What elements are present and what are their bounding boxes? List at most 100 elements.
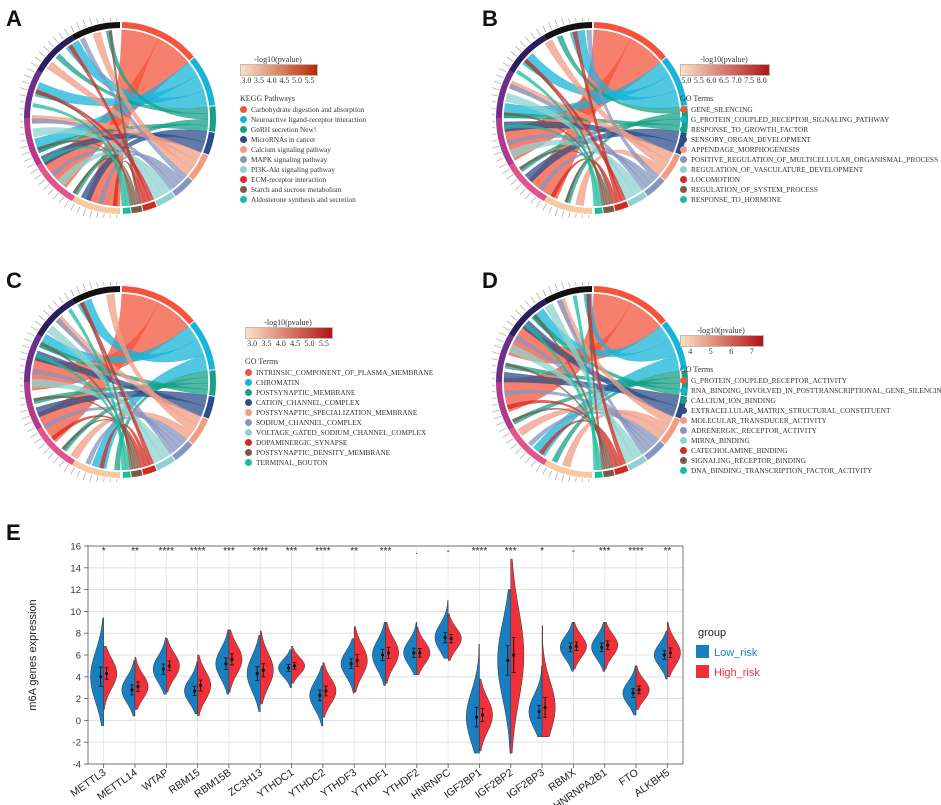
- legend-item: Starch and sucrose metabolism: [240, 184, 470, 194]
- gene-label-tick: [96, 476, 99, 482]
- gene-label-tick: [21, 344, 30, 349]
- gene-label-tick: [103, 213, 105, 218]
- legend-item-label: SIGNALING_RECEPTOR_BINDING: [691, 455, 806, 465]
- chord-gene-arc: [496, 118, 515, 166]
- chord-gene-arc: [24, 70, 43, 118]
- gene-label-tick: [492, 403, 498, 406]
- gene-label-tick: [515, 310, 522, 316]
- significance-label: ****: [472, 546, 488, 557]
- gene-label-tick: [568, 476, 571, 482]
- y-tick-label: 14: [70, 563, 81, 574]
- chord-term-arc: [644, 176, 665, 197]
- legend-item: RESPONSE_TO_HORMONE: [680, 194, 940, 204]
- gene-label-tick: [58, 460, 64, 468]
- chord-gene-arc: [72, 22, 120, 41]
- significance-label: ***: [286, 546, 298, 557]
- legend-dot-icon: [245, 368, 252, 376]
- chord-term-arc: [614, 201, 629, 212]
- median-point-high-risk: [480, 713, 485, 717]
- legend-item: LOCOMOTION: [680, 174, 940, 184]
- gene-label-tick: [20, 133, 25, 135]
- gene-label-tick: [82, 208, 87, 217]
- colorbar-tick-label: 4.0: [275, 339, 286, 348]
- legend-item-label: MAPK signaling pathway: [251, 154, 328, 164]
- legend-panel-d: -log10(pvalue) 4 5 6 7 GO Terms G_PROTEIN_C…: [680, 326, 941, 475]
- legend-dot-icon: [680, 195, 687, 203]
- median-point-high-risk: [292, 664, 297, 668]
- chord-term-arc: [155, 191, 175, 207]
- gene-label-tick: [530, 32, 536, 40]
- gene-label-tick: [76, 470, 81, 478]
- gene-label-tick: [561, 210, 565, 218]
- median-point-high-risk: [637, 688, 641, 692]
- violin-low-risk: [372, 622, 386, 686]
- colorbar-tick-label: 6.5: [719, 76, 729, 85]
- legend-dot-icon: [240, 185, 247, 193]
- gene-label-tick: [43, 184, 50, 190]
- legend-item-label: CATECHOLAMINE_BINDING: [691, 445, 788, 455]
- gene-label-tick: [506, 320, 514, 326]
- violin-low-risk: [528, 665, 543, 737]
- gene-label-tick: [109, 18, 111, 22]
- colorbar-tick-label: 7.0: [731, 76, 742, 85]
- significance-label: ***: [505, 546, 517, 557]
- colorbar-tick-label: 3.5: [261, 339, 272, 348]
- legend-item: CALCIUM_ION_BINDING: [680, 395, 940, 405]
- median-point-high-risk: [105, 671, 109, 676]
- gene-label-tick: [520, 305, 526, 312]
- legend-item-label: REGULATION_OF_VASCULATURE_DEVELOPMENT: [691, 164, 864, 174]
- gene-label-tick: [510, 51, 518, 57]
- legend-item: SENSORY_ORGAN_DEVELOPMENT: [680, 134, 940, 144]
- legend-dot-icon: [680, 185, 687, 193]
- legend-item: INTRINSIC_COMPONENT_OF_PLASMA_MEMBRANE: [245, 367, 475, 377]
- violin-low-risk: [215, 629, 230, 695]
- median-point-high-risk: [136, 685, 140, 689]
- legend-item: CATION_CHANNEL_COMPLEX: [245, 397, 475, 407]
- median-point-low-risk: [99, 675, 103, 679]
- gene-label-tick: [568, 282, 571, 288]
- significance-label: ***: [599, 546, 611, 557]
- chord-gene-arc: [72, 459, 120, 478]
- legend-dot-icon: [680, 175, 687, 183]
- gene-label-tick: [536, 200, 542, 208]
- gene-label-tick: [48, 41, 54, 48]
- violin-low-risk: [309, 665, 324, 727]
- gene-label-tick: [20, 101, 25, 103]
- violin-high-risk: [228, 629, 243, 693]
- legend-item-label: RESPONSE_TO_GROWTH_FACTOR: [691, 124, 809, 134]
- y-tick-label: 6: [76, 651, 81, 662]
- legend-item: SODIUM_CHANNEL_COMPLEX: [245, 417, 475, 427]
- gene-label-tick: [20, 94, 26, 97]
- gene-label-tick: [20, 139, 26, 142]
- colorbar: [680, 64, 770, 76]
- gene-label-tick: [20, 409, 28, 413]
- legend-item-label: MIRNA_BINDING: [691, 435, 750, 445]
- chord-term-arc: [155, 455, 175, 471]
- median-point-high-risk: [606, 643, 610, 647]
- legend-item-label: RNA_BINDING_INVOLVED_IN_POSTTRANSCRIPTIO…: [691, 385, 941, 395]
- violin-high-risk: [573, 622, 587, 670]
- chord-gene-arc: [36, 298, 75, 337]
- gene-label-tick: [70, 25, 75, 33]
- legend-item: GENE_SILENCING: [680, 104, 940, 114]
- legend-item: DOPAMINERGIC_SYNAPSE: [245, 437, 475, 447]
- legend-item: CATECHOLAMINE_BINDING: [680, 445, 940, 455]
- gene-label-tick: [30, 168, 38, 174]
- legend-dot-icon: [680, 125, 687, 133]
- violin-high-risk: [103, 646, 118, 710]
- chord-gene-arc: [496, 70, 515, 118]
- colorbar-tick-label: 5.5: [304, 76, 315, 85]
- gene-label-tick: [561, 474, 565, 482]
- gene-label-tick: [520, 41, 526, 48]
- legend-dot-icon: [245, 438, 252, 446]
- violin-low-risk: [152, 637, 167, 695]
- gene-label-tick: [536, 292, 542, 300]
- chord-term-arc: [121, 286, 194, 325]
- colorbar-tick-label: 4.5: [290, 339, 301, 348]
- gene-label-tick: [492, 94, 498, 97]
- gene-label-tick: [492, 145, 500, 149]
- colorbar: [240, 64, 318, 76]
- legend-group-title: KEGG Pathways: [240, 94, 295, 103]
- legend-panel-a: -log10(pvalue) 3.0 3.5 4.0 4.5 5.0 5.5 KEGG P…: [240, 55, 470, 204]
- gene-label-tick: [24, 338, 32, 343]
